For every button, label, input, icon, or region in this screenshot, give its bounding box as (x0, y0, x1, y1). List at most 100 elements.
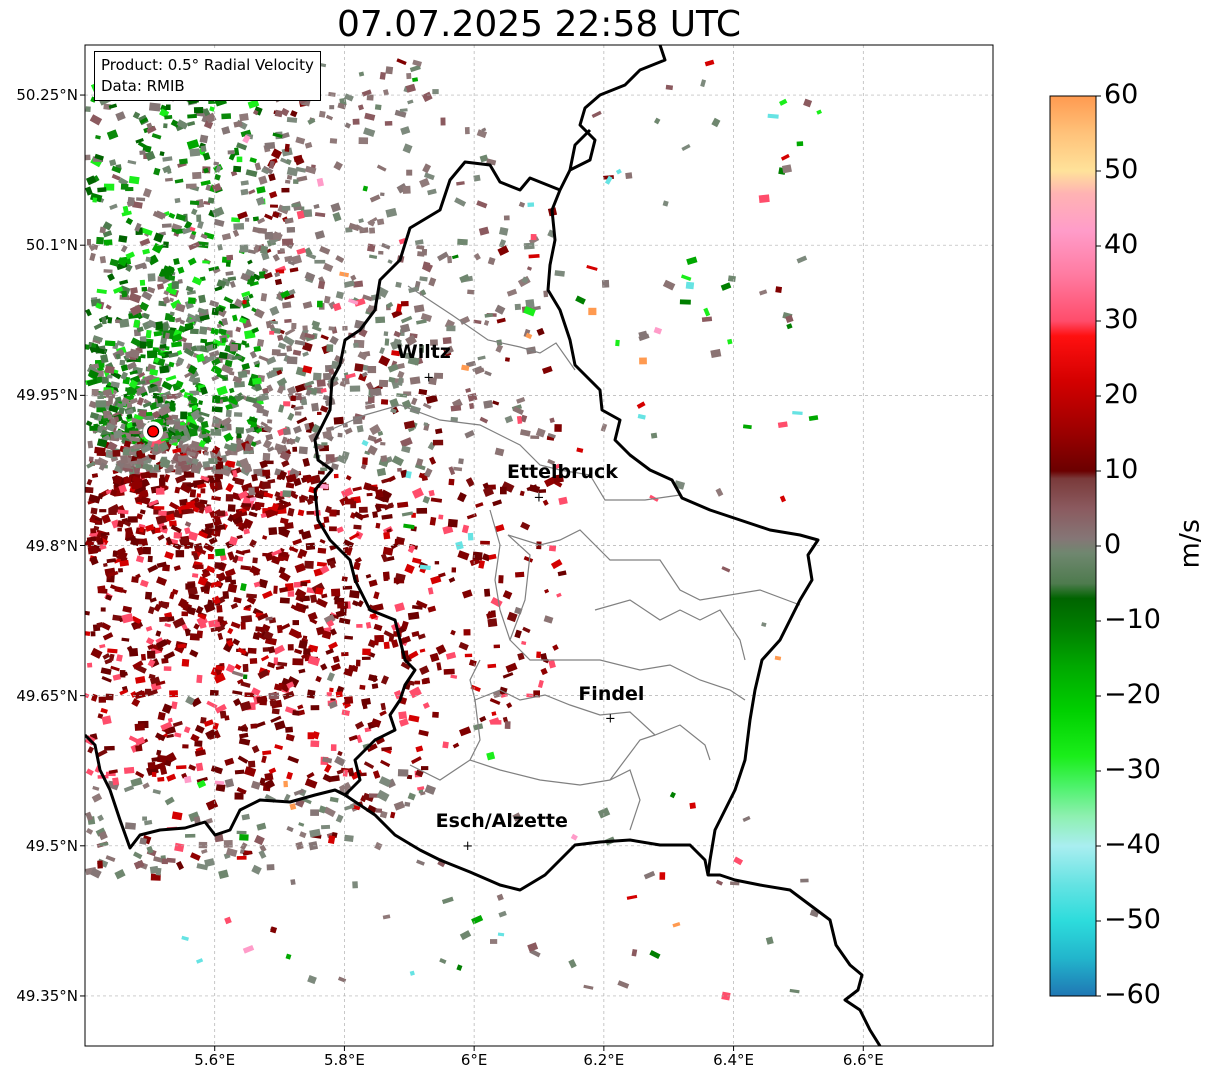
velocity-pixel (191, 573, 199, 578)
velocity-pixel (701, 316, 713, 322)
velocity-pixel (195, 762, 204, 772)
velocity-pixel (187, 297, 196, 305)
velocity-pixel (290, 395, 296, 402)
velocity-pixel (536, 651, 541, 659)
velocity-pixel (337, 601, 349, 609)
velocity-pixel (521, 640, 527, 646)
velocity-pixel (139, 301, 149, 312)
velocity-pixel (767, 113, 779, 119)
velocity-pixel (121, 433, 127, 439)
velocity-pixel (390, 339, 403, 351)
velocity-pixel (113, 429, 123, 439)
velocity-pixel (169, 297, 175, 303)
velocity-pixel (142, 782, 150, 790)
velocity-pixel (547, 432, 556, 439)
velocity-pixel (146, 845, 154, 854)
velocity-pixel (147, 555, 153, 563)
velocity-pixel (450, 405, 462, 412)
velocity-pixel (375, 808, 383, 813)
velocity-pixel (140, 471, 151, 479)
velocity-pixel (348, 532, 360, 541)
velocity-pixel (262, 750, 272, 756)
velocity-pixel (422, 495, 431, 504)
velocity-pixel (142, 401, 152, 408)
velocity-pixel (251, 864, 262, 875)
velocity-pixel (178, 325, 186, 333)
velocity-pixel (465, 387, 472, 393)
velocity-pixel (479, 715, 487, 723)
velocity-pixel (491, 720, 502, 725)
velocity-pixel (328, 91, 336, 97)
velocity-pixel (233, 223, 245, 230)
velocity-pixel (304, 165, 317, 175)
velocity-pixel (278, 470, 288, 481)
velocity-pixel (278, 527, 291, 538)
velocity-pixel (100, 622, 111, 631)
velocity-pixel (92, 785, 100, 791)
velocity-pixel (461, 364, 470, 372)
velocity-pixel (119, 512, 126, 519)
velocity-pixel (520, 521, 531, 531)
velocity-pixel (356, 425, 364, 433)
velocity-pixel (427, 605, 437, 613)
velocity-pixel (188, 593, 200, 600)
velocity-pixel (139, 837, 148, 845)
velocity-pixel (266, 384, 274, 393)
velocity-pixel (121, 613, 134, 624)
velocity-pixel (191, 404, 198, 411)
velocity-pixel (196, 493, 202, 498)
velocity-pixel (237, 755, 249, 764)
velocity-pixel (332, 211, 342, 222)
velocity-pixel (484, 588, 491, 597)
velocity-pixel (177, 454, 189, 462)
velocity-pixel (86, 378, 98, 387)
velocity-pixel (215, 165, 222, 173)
velocity-pixel (319, 564, 330, 575)
velocity-pixel (472, 365, 483, 372)
velocity-pixel (429, 652, 440, 663)
velocity-pixel (271, 708, 280, 715)
velocity-pixel (450, 674, 458, 679)
velocity-pixel (112, 777, 120, 786)
velocity-pixel (380, 455, 388, 463)
velocity-pixel (260, 292, 268, 302)
velocity-pixel (107, 648, 118, 654)
velocity-pixel (262, 452, 271, 461)
velocity-pixel (291, 203, 301, 208)
velocity-pixel (102, 562, 108, 568)
velocity-pixel (180, 464, 192, 473)
velocity-pixel (615, 168, 622, 175)
velocity-pixel (375, 522, 381, 529)
velocity-pixel (262, 409, 270, 417)
velocity-pixel (439, 958, 447, 964)
velocity-pixel (233, 698, 242, 707)
velocity-pixel (400, 661, 411, 670)
velocity-pixel (200, 420, 209, 429)
velocity-pixel (230, 343, 239, 352)
velocity-pixel (643, 870, 656, 880)
velocity-pixel (103, 103, 112, 110)
velocity-pixel (293, 788, 305, 796)
velocity-pixel (117, 509, 129, 515)
velocity-pixel (212, 470, 222, 475)
velocity-pixel (649, 949, 661, 959)
velocity-pixel (180, 411, 188, 420)
velocity-pixel (85, 420, 93, 427)
velocity-pixel (99, 226, 107, 234)
velocity-pixel (287, 755, 300, 764)
velocity-pixel (99, 509, 107, 513)
velocity-pixel (94, 153, 104, 161)
velocity-pixel (800, 878, 809, 883)
velocity-pixel (530, 435, 540, 440)
velocity-pixel (198, 294, 207, 304)
velocity-pixel (275, 495, 285, 501)
velocity-pixel (311, 325, 322, 332)
velocity-pixel (398, 711, 408, 720)
x-tick-label: 5.8°E (324, 1051, 365, 1069)
velocity-pixel (407, 544, 416, 554)
velocity-pixel (369, 612, 378, 620)
velocity-pixel (345, 475, 352, 481)
velocity-pixel (117, 520, 124, 528)
velocity-pixel (329, 509, 337, 517)
velocity-pixel (96, 451, 106, 457)
